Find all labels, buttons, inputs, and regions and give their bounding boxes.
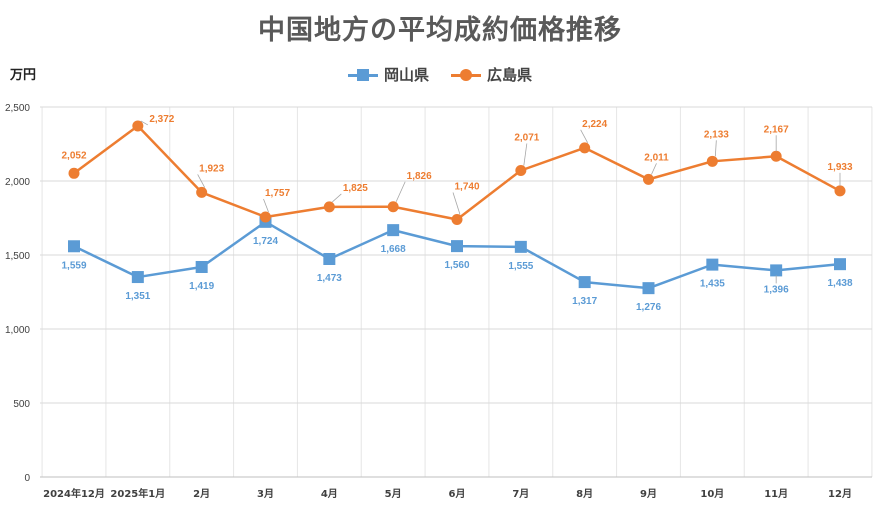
data-point-okayama: [834, 258, 846, 271]
data-point-okayama: [706, 258, 719, 271]
data-label-hiroshima: 2,224: [582, 119, 607, 130]
x-tick-label: 4月: [321, 488, 338, 500]
chart-title: 中国地方の平均成約価格推移: [258, 15, 622, 46]
x-tick-label: 11月: [764, 488, 788, 500]
x-tick-label: 5月: [385, 488, 402, 500]
legend-label-okayama: 岡山県: [383, 66, 429, 84]
x-tick-label: 10月: [700, 488, 724, 500]
data-label-hiroshima: 1,740: [454, 181, 479, 192]
data-label-okayama: 1,724: [253, 236, 278, 247]
x-tick-label: 7月: [512, 488, 529, 500]
data-point-okayama: [770, 264, 783, 277]
data-point-hiroshima: [451, 213, 463, 225]
data-label-okayama: 1,668: [381, 244, 406, 255]
data-label-leader: [263, 198, 269, 213]
x-tick-label: 2025年1月: [110, 487, 165, 500]
y-tick-label: 2,500: [5, 103, 30, 114]
data-point-hiroshima: [770, 150, 782, 162]
legend-item-okayama[interactable]: 岡山県: [347, 64, 429, 85]
data-point-hiroshima: [132, 120, 144, 132]
data-point-okayama: [642, 282, 655, 295]
data-point-okayama: [387, 224, 400, 237]
data-point-hiroshima: [643, 173, 654, 185]
data-label-leader: [395, 181, 406, 202]
data-label-okayama: 1,276: [636, 302, 661, 313]
data-point-okayama: [578, 276, 591, 289]
data-point-okayama: [514, 240, 527, 253]
data-point-okayama: [68, 240, 80, 253]
data-label-hiroshima: 1,826: [407, 171, 432, 182]
data-label-okayama: 1,435: [700, 279, 725, 290]
data-label-leader: [714, 140, 717, 157]
data-label-leader: [140, 120, 149, 126]
x-tick-label: 3月: [257, 488, 274, 500]
legend-item-hiroshima[interactable]: 広島県: [451, 64, 532, 85]
data-point-okayama: [131, 271, 144, 284]
data-label-okayama: 1,473: [317, 273, 342, 284]
data-label-hiroshima: 2,372: [149, 114, 174, 125]
y-tick-label: 0: [24, 473, 30, 484]
data-point-hiroshima: [579, 142, 591, 154]
data-label-leader: [452, 192, 461, 215]
data-label-okayama: 1,396: [764, 284, 789, 295]
y-axis-unit-label: 万円: [10, 68, 37, 83]
data-point-hiroshima: [706, 155, 718, 167]
y-tick-label: 2,000: [5, 177, 30, 188]
data-label-okayama: 1,317: [572, 296, 597, 307]
data-point-okayama: [451, 240, 463, 253]
data-point-okayama: [195, 260, 208, 273]
data-label-hiroshima: 2,133: [704, 129, 729, 140]
data-label-okayama: 1,559: [61, 260, 86, 271]
data-point-hiroshima: [515, 164, 527, 176]
data-point-hiroshima: [68, 167, 80, 179]
y-tick-label: 1,500: [5, 251, 30, 262]
data-label-leader: [580, 129, 589, 144]
x-tick-label: 6月: [449, 488, 466, 500]
y-tick-label: 1,000: [5, 325, 30, 336]
data-label-leader: [197, 174, 206, 188]
data-point-okayama: [323, 252, 336, 265]
legend-swatch-hiroshima: [451, 68, 481, 81]
data-label-hiroshima: 1,825: [343, 183, 368, 194]
data-point-hiroshima: [323, 201, 335, 213]
legend-swatch-okayama: [347, 68, 378, 81]
data-label-hiroshima: 1,923: [199, 163, 224, 174]
data-label-hiroshima: 2,052: [61, 150, 86, 161]
x-tick-label: 9月: [640, 488, 657, 500]
data-label-hiroshima: 1,933: [827, 162, 852, 173]
x-tick-label: 12月: [828, 488, 852, 500]
data-point-hiroshima: [260, 211, 271, 223]
data-label-okayama: 1,351: [125, 291, 150, 302]
data-label-okayama: 1,419: [189, 281, 214, 292]
data-point-hiroshima: [387, 201, 399, 213]
data-label-leader: [651, 163, 657, 175]
data-label-okayama: 1,560: [444, 260, 469, 271]
x-tick-label: 2月: [193, 488, 210, 500]
data-label-okayama: 1,555: [508, 261, 533, 272]
data-label-okayama: 1,438: [827, 278, 852, 289]
data-point-hiroshima: [196, 186, 208, 198]
legend-label-hiroshima: 広島県: [487, 66, 533, 84]
data-label-leader: [523, 143, 528, 166]
data-label-hiroshima: 2,167: [764, 124, 789, 135]
data-label-hiroshima: 1,757: [265, 188, 290, 199]
data-label-hiroshima: 2,071: [514, 132, 539, 143]
x-tick-label: 2024年12月: [43, 487, 105, 500]
data-point-hiroshima: [834, 185, 846, 197]
y-tick-label: 500: [13, 399, 30, 410]
legend: 岡山県 広島県: [0, 64, 880, 85]
data-label-leader: [332, 193, 342, 203]
x-tick-label: 8月: [576, 488, 593, 500]
data-label-hiroshima: 2,011: [644, 152, 669, 163]
